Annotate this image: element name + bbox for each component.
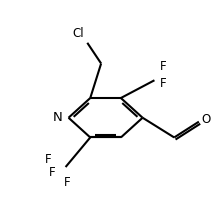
Text: F: F: [159, 60, 166, 73]
Text: Cl: Cl: [73, 27, 84, 40]
Text: F: F: [159, 77, 166, 90]
Text: F: F: [44, 153, 51, 166]
Text: F: F: [64, 176, 71, 189]
Text: N: N: [53, 111, 63, 124]
Text: F: F: [48, 167, 55, 179]
Text: O: O: [202, 113, 211, 126]
